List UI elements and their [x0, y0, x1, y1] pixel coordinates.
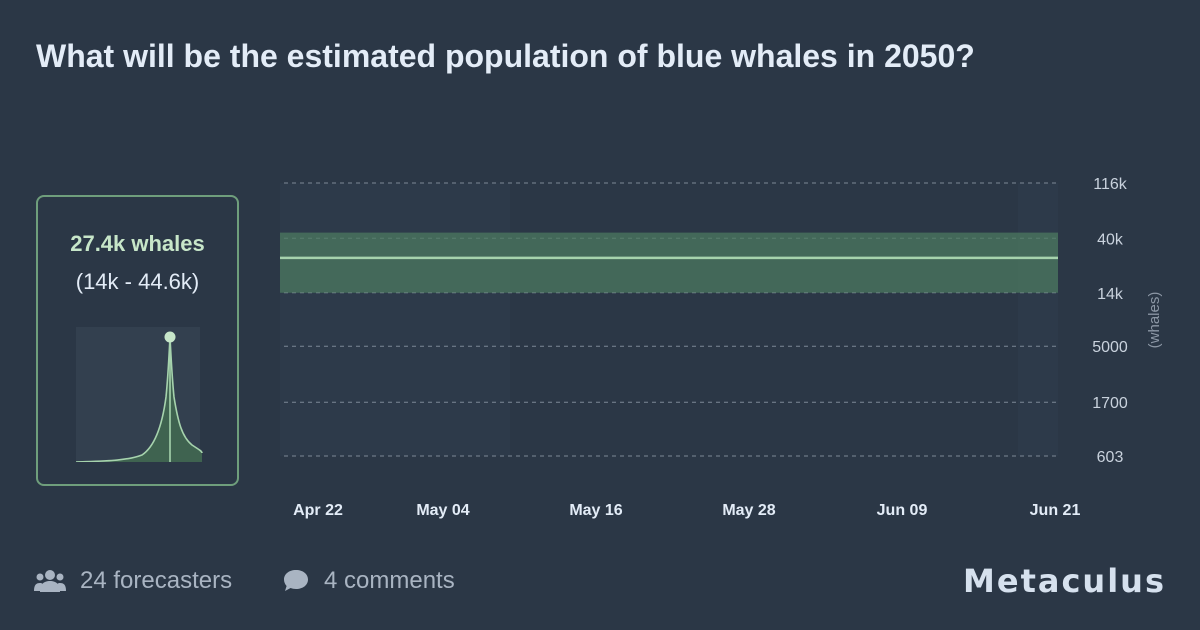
y-tick-label: 14k — [1097, 286, 1124, 303]
x-tick-label: Jun 21 — [1030, 502, 1081, 519]
plot-panel-right — [1018, 183, 1058, 456]
x-tick-label: Apr 22 — [293, 502, 343, 519]
median-marker-dot — [164, 331, 176, 343]
x-tick-label: May 16 — [569, 502, 622, 519]
y-tick-label: 1700 — [1092, 395, 1128, 412]
y-axis-label: (whales) — [1146, 292, 1163, 349]
question-title: What will be the estimated population of… — [36, 38, 975, 74]
y-tick-label: 5000 — [1092, 339, 1128, 356]
users-icon — [34, 570, 66, 592]
y-tick-label: 603 — [1097, 449, 1124, 466]
forecast-band — [280, 232, 1058, 293]
forecasters-stat: 24 forecasters — [34, 566, 232, 596]
y-tick-label: 116k — [1093, 176, 1128, 193]
forecasters-count: 24 forecasters — [80, 567, 233, 594]
forecast-median: 27.4k whales — [70, 231, 205, 256]
y-tick-label: 40k — [1097, 231, 1124, 248]
distribution-sparkline — [75, 327, 203, 462]
comments-count: 4 comments — [324, 567, 455, 594]
forecast-summary-card: 27.4k whales (14k - 44.6k) — [36, 195, 239, 486]
comment-icon — [284, 570, 308, 591]
x-tick-label: Jun 09 — [877, 502, 928, 519]
plot-panel-left — [280, 183, 510, 456]
comments-stat[interactable]: 4 comments — [282, 566, 455, 596]
x-tick-label: May 04 — [416, 502, 469, 519]
forecast-range: (14k - 44.6k) — [75, 269, 200, 294]
metaculus-logo[interactable]: Metaculus — [963, 562, 1166, 600]
x-tick-label: May 28 — [722, 502, 775, 519]
